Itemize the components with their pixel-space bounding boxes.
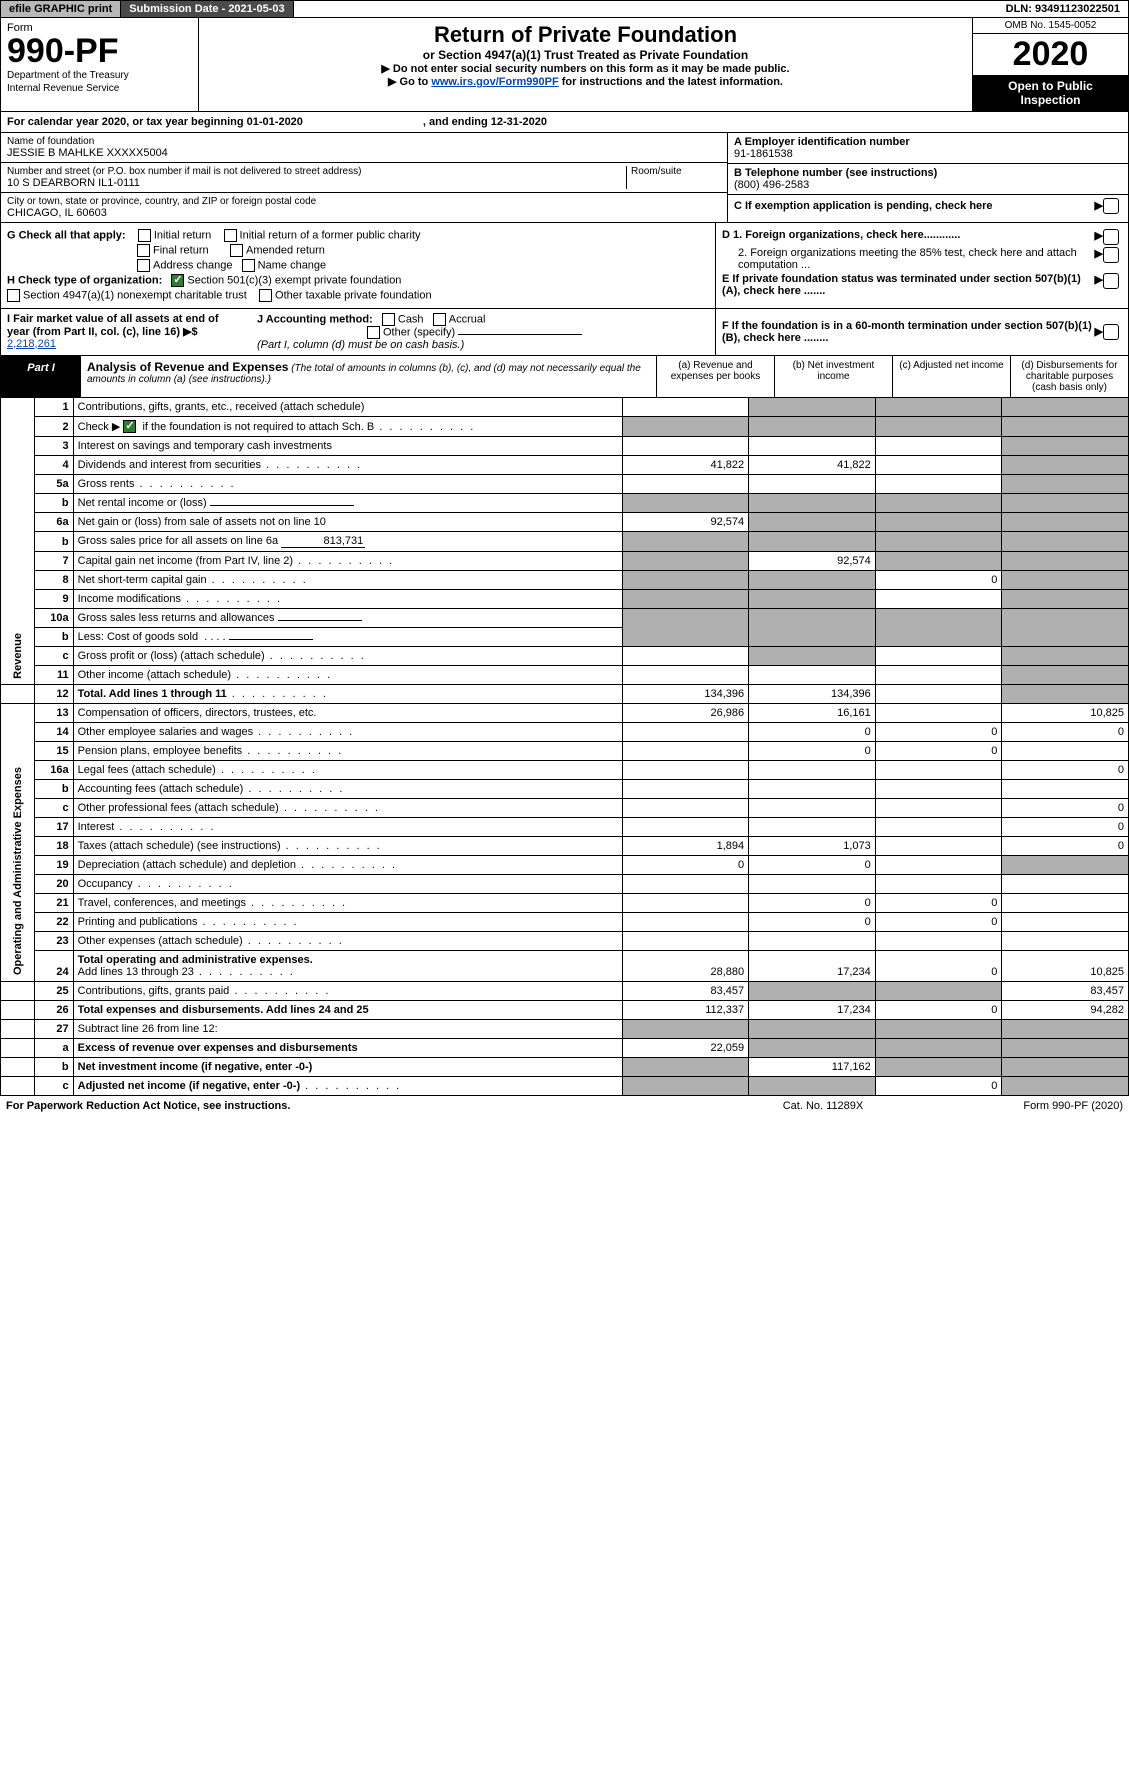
h-label: H Check type of organization: <box>7 274 162 286</box>
e-checkbox[interactable] <box>1103 273 1119 289</box>
ein: 91-1861538 <box>734 148 1122 160</box>
address: 10 S DEARBORN IL1-0111 <box>7 177 626 189</box>
form-number: 990-PF <box>7 34 192 68</box>
d2-label: 2. Foreign organizations meeting the 85%… <box>738 247 1095 271</box>
city-label: City or town, state or province, country… <box>7 196 721 207</box>
j-accrual[interactable] <box>433 313 446 326</box>
g-initial-former[interactable] <box>224 229 237 242</box>
subdate-btn[interactable]: Submission Date - 2021-05-03 <box>121 1 293 17</box>
ein-label: A Employer identification number <box>734 136 1122 148</box>
calendar-year: For calendar year 2020, or tax year begi… <box>0 112 1129 133</box>
foundation-name: JESSIE B MAHLKE XXXXX5004 <box>7 147 721 159</box>
dept2: Internal Revenue Service <box>7 83 192 94</box>
g-name-change[interactable] <box>242 259 255 272</box>
h-4947[interactable] <box>7 289 20 302</box>
d1-checkbox[interactable] <box>1103 229 1119 245</box>
tel-label: B Telephone number (see instructions) <box>734 167 1122 179</box>
e-label: E If private foundation status was termi… <box>722 273 1095 297</box>
part1-title: Analysis of Revenue and Expenses <box>87 360 288 374</box>
i-j-block: I Fair market value of all assets at end… <box>0 309 1129 356</box>
addr-label: Number and street (or P.O. box number if… <box>7 166 626 177</box>
form990pf-link[interactable]: www.irs.gov/Form990PF <box>431 76 558 88</box>
j-label: J Accounting method: <box>257 313 373 325</box>
f-checkbox[interactable] <box>1103 324 1119 340</box>
form-ref: Form 990-PF (2020) <box>923 1100 1123 1112</box>
paperwork-notice: For Paperwork Reduction Act Notice, see … <box>6 1100 723 1112</box>
g-initial-return[interactable] <box>138 229 151 242</box>
col-c: (c) Adjusted net income <box>892 356 1010 397</box>
footer: For Paperwork Reduction Act Notice, see … <box>0 1096 1129 1116</box>
part1-table: Revenue 1Contributions, gifts, grants, e… <box>0 398 1129 1097</box>
cat-no: Cat. No. 11289X <box>723 1100 923 1112</box>
col-a: (a) Revenue and expenses per books <box>656 356 774 397</box>
j-cash[interactable] <box>382 313 395 326</box>
expenses-label: Operating and Administrative Expenses <box>12 767 24 975</box>
h-501c3[interactable] <box>171 274 184 287</box>
part1-header: Part I Analysis of Revenue and Expenses … <box>0 356 1129 398</box>
tel: (800) 496-2583 <box>734 179 1122 191</box>
i-value[interactable]: 2,218,261 <box>7 338 56 350</box>
h-other-taxable[interactable] <box>259 289 272 302</box>
name-label: Name of foundation <box>7 136 721 147</box>
g-h-block: G Check all that apply: Initial return I… <box>0 223 1129 309</box>
part1-tab: Part I <box>1 356 81 397</box>
instr1: ▶ Do not enter social security numbers o… <box>203 62 968 75</box>
schb-checkbox[interactable] <box>123 420 136 433</box>
tax-year: 2020 <box>973 34 1128 75</box>
col-b: (b) Net investment income <box>774 356 892 397</box>
j-note: (Part I, column (d) must be on cash basi… <box>257 339 709 351</box>
efile-btn[interactable]: efile GRAPHIC print <box>1 1 121 17</box>
f-label: F If the foundation is in a 60-month ter… <box>722 320 1095 344</box>
form-header: Form 990-PF Department of the Treasury I… <box>0 18 1129 112</box>
d2-checkbox[interactable] <box>1103 247 1119 263</box>
j-other[interactable] <box>367 326 380 339</box>
city: CHICAGO, IL 60603 <box>7 207 721 219</box>
omb: OMB No. 1545-0052 <box>973 18 1128 34</box>
dln: DLN: 93491123022501 <box>998 1 1128 17</box>
g-label: G Check all that apply: <box>7 229 126 241</box>
d1-label: D 1. Foreign organizations, check here..… <box>722 229 1095 245</box>
info-block: Name of foundation JESSIE B MAHLKE XXXXX… <box>0 133 1129 223</box>
c-label: C If exemption application is pending, c… <box>734 200 1095 212</box>
g-address-change[interactable] <box>137 259 150 272</box>
col-d: (d) Disbursements for charitable purpose… <box>1010 356 1128 397</box>
g-final-return[interactable] <box>137 244 150 257</box>
g-amended[interactable] <box>230 244 243 257</box>
dept1: Department of the Treasury <box>7 70 192 81</box>
room-label: Room/suite <box>631 166 721 177</box>
revenue-label: Revenue <box>12 633 24 679</box>
open-public: Open to PublicInspection <box>973 75 1128 111</box>
c-checkbox[interactable] <box>1103 198 1119 214</box>
topbar: efile GRAPHIC print Submission Date - 20… <box>0 0 1129 18</box>
form-title: Return of Private Foundation <box>203 22 968 48</box>
instr2: ▶ Go to www.irs.gov/Form990PF for instru… <box>203 75 968 88</box>
form-subtitle: or Section 4947(a)(1) Trust Treated as P… <box>203 48 968 62</box>
